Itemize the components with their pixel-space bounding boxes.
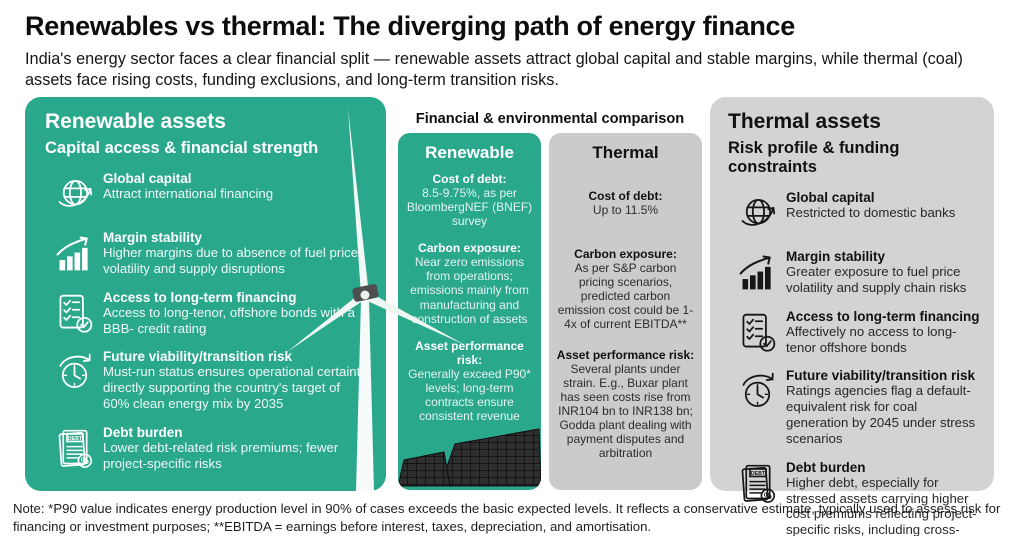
renewable-item-margin-stability: Margin stability Higher margins due to a… <box>45 230 370 277</box>
renewable-cost-of-debt: Cost of debt: 8.5-9.75%, as per Bloomber… <box>405 172 534 228</box>
item-text: Access to long-term financing Affectivel… <box>786 309 980 356</box>
thermal-item-long-term-financing: Access to long-term financing Affectivel… <box>728 309 980 356</box>
comparison-column-renewable: Renewable Cost of debt: 8.5-9.75%, as pe… <box>398 133 541 490</box>
row-value: As per S&P carbon pricing scenarios, pre… <box>557 261 694 332</box>
renewable-asset-performance-risk: Asset performance risk: Generally exceed… <box>405 339 534 423</box>
thermal-asset-performance-risk: Asset performance risk: Several plants u… <box>556 348 695 460</box>
item-desc: Higher margins due to absence of fuel pr… <box>103 245 359 276</box>
debt-document-icon: DEBT % <box>728 461 786 506</box>
thermal-carbon-exposure: Carbon exposure: As per S&P carbon prici… <box>556 247 695 331</box>
item-title: Future viability/transition risk <box>786 368 976 384</box>
page-subtitle: India's energy sector faces a clear fina… <box>25 50 963 90</box>
item-text: Margin stability Greater exposure to fue… <box>786 249 980 296</box>
item-title: Margin stability <box>786 249 886 264</box>
thermal-assets-panel: Thermal assets Risk profile & funding co… <box>710 97 994 536</box>
svg-text:DEBT: DEBT <box>750 471 765 477</box>
row-label: Cost of debt: <box>588 189 663 203</box>
thermal-panel-subtitle: Risk profile & funding constraints <box>728 139 900 176</box>
checklist-shield-icon <box>45 291 103 336</box>
globe-icon <box>728 191 786 236</box>
row-value: 8.5-9.75%, as per BloombergNEF (BNEF) su… <box>406 186 533 229</box>
thermal-column-title: Thermal <box>592 143 659 162</box>
row-value: Near zero emissions from operations; emi… <box>410 255 529 326</box>
item-desc: Attract international financing <box>103 186 274 201</box>
thermal-panel-title: Thermal assets <box>728 110 881 133</box>
renewable-item-long-term-financing: Access to long-term financing Access to … <box>45 290 370 337</box>
item-text: Debt burden Lower debt-related risk prem… <box>103 425 370 472</box>
item-desc: Affectively no access to long-tenor offs… <box>786 323 957 355</box>
svg-text:%: % <box>763 491 771 501</box>
item-desc: Restricted to domestic banks <box>786 205 956 220</box>
item-title: Future viability/transition risk <box>103 349 293 365</box>
clock-arrow-icon <box>728 369 786 414</box>
renewable-item-global-capital: Global capital Attract international fin… <box>45 171 370 217</box>
row-value: Several plants under strain. E.g., Buxar… <box>558 361 693 460</box>
renewable-column-title: Renewable <box>425 143 514 162</box>
page-title: Renewables vs thermal: The diverging pat… <box>25 11 795 41</box>
thermal-item-global-capital: Global capital Restricted to domestic ba… <box>728 190 980 236</box>
row-label: Carbon exposure: <box>418 241 521 256</box>
item-title: Margin stability <box>103 230 203 245</box>
item-desc: Greater exposure to fuel price volatilit… <box>786 264 967 295</box>
item-desc: Access to long-tenor, offshore bonds wit… <box>103 304 355 336</box>
item-title: Global capital <box>786 190 875 205</box>
bar-chart-growth-icon <box>728 250 786 295</box>
item-desc: Ratings agencies flag a default-equivale… <box>786 383 976 446</box>
footer-note: Note: *P90 value indicates energy produc… <box>13 501 1001 534</box>
row-label: Carbon exposure: <box>574 247 677 262</box>
item-desc: Lower debt-related risk premiums; fewer … <box>103 439 339 471</box>
debt-document-icon: DEBT % <box>45 426 103 471</box>
item-title: Access to long-term financing <box>103 289 297 305</box>
row-label: Cost of debt: <box>432 172 507 186</box>
item-text: Debt burden Higher debt, especially for … <box>786 460 980 536</box>
row-label: Asset performance risk: <box>415 338 524 367</box>
globe-icon <box>45 172 103 217</box>
item-text: Access to long-term financing Access to … <box>103 290 370 337</box>
item-title: Access to long-term financing <box>786 308 980 324</box>
renewable-items: Global capital Attract international fin… <box>45 171 370 472</box>
svg-text:%: % <box>80 456 88 466</box>
renewable-item-debt-burden: DEBT % Debt burden Lower debt-related ri… <box>45 425 370 472</box>
clock-arrow-icon <box>45 350 103 395</box>
item-desc: Must-run status ensures operational cert… <box>103 364 370 412</box>
comparison-column-thermal: Thermal Cost of debt: Up to 11.5% Carbon… <box>549 133 702 490</box>
item-title: Global capital <box>103 171 192 186</box>
item-text: Future viability/transition risk Must-ru… <box>103 349 370 412</box>
thermal-item-future-viability: Future viability/transition risk Ratings… <box>728 368 980 446</box>
row-value: Up to 11.5% <box>592 203 659 218</box>
renewable-panel-title: Renewable assets <box>45 110 226 133</box>
item-text: Global capital Restricted to domestic ba… <box>786 190 955 221</box>
renewable-item-future-viability: Future viability/transition risk Must-ru… <box>45 349 370 412</box>
comparison-title: Financial & environmental comparison <box>415 111 685 127</box>
thermal-item-debt-burden: DEBT % Debt burden Higher debt, especial… <box>728 460 980 536</box>
row-value: Generally exceed P90* levels; long-term … <box>408 366 531 423</box>
thermal-cost-of-debt: Cost of debt: Up to 11.5% <box>556 189 695 217</box>
item-title: Debt burden <box>103 424 183 440</box>
item-title: Debt burden <box>786 459 866 475</box>
svg-text:DEBT: DEBT <box>67 436 82 442</box>
item-text: Global capital Attract international fin… <box>103 171 273 202</box>
thermal-items: Global capital Restricted to domestic ba… <box>728 190 980 536</box>
item-text: Margin stability Higher margins due to a… <box>103 230 370 277</box>
row-label: Asset performance risk: <box>556 347 695 362</box>
thermal-item-margin-stability: Margin stability Greater exposure to fue… <box>728 249 980 296</box>
renewable-carbon-exposure: Carbon exposure: Near zero emissions fro… <box>405 241 534 325</box>
renewable-panel-subtitle: Capital access & financial strength <box>45 139 319 157</box>
bar-chart-growth-icon <box>45 231 103 276</box>
item-desc: Higher debt, especially for stressed ass… <box>786 474 977 536</box>
item-text: Future viability/transition risk Ratings… <box>786 368 980 446</box>
solar-panels-illustration <box>398 428 541 487</box>
renewable-assets-panel: Renewable assets Capital access & financ… <box>25 97 386 491</box>
checklist-shield-icon <box>728 310 786 355</box>
